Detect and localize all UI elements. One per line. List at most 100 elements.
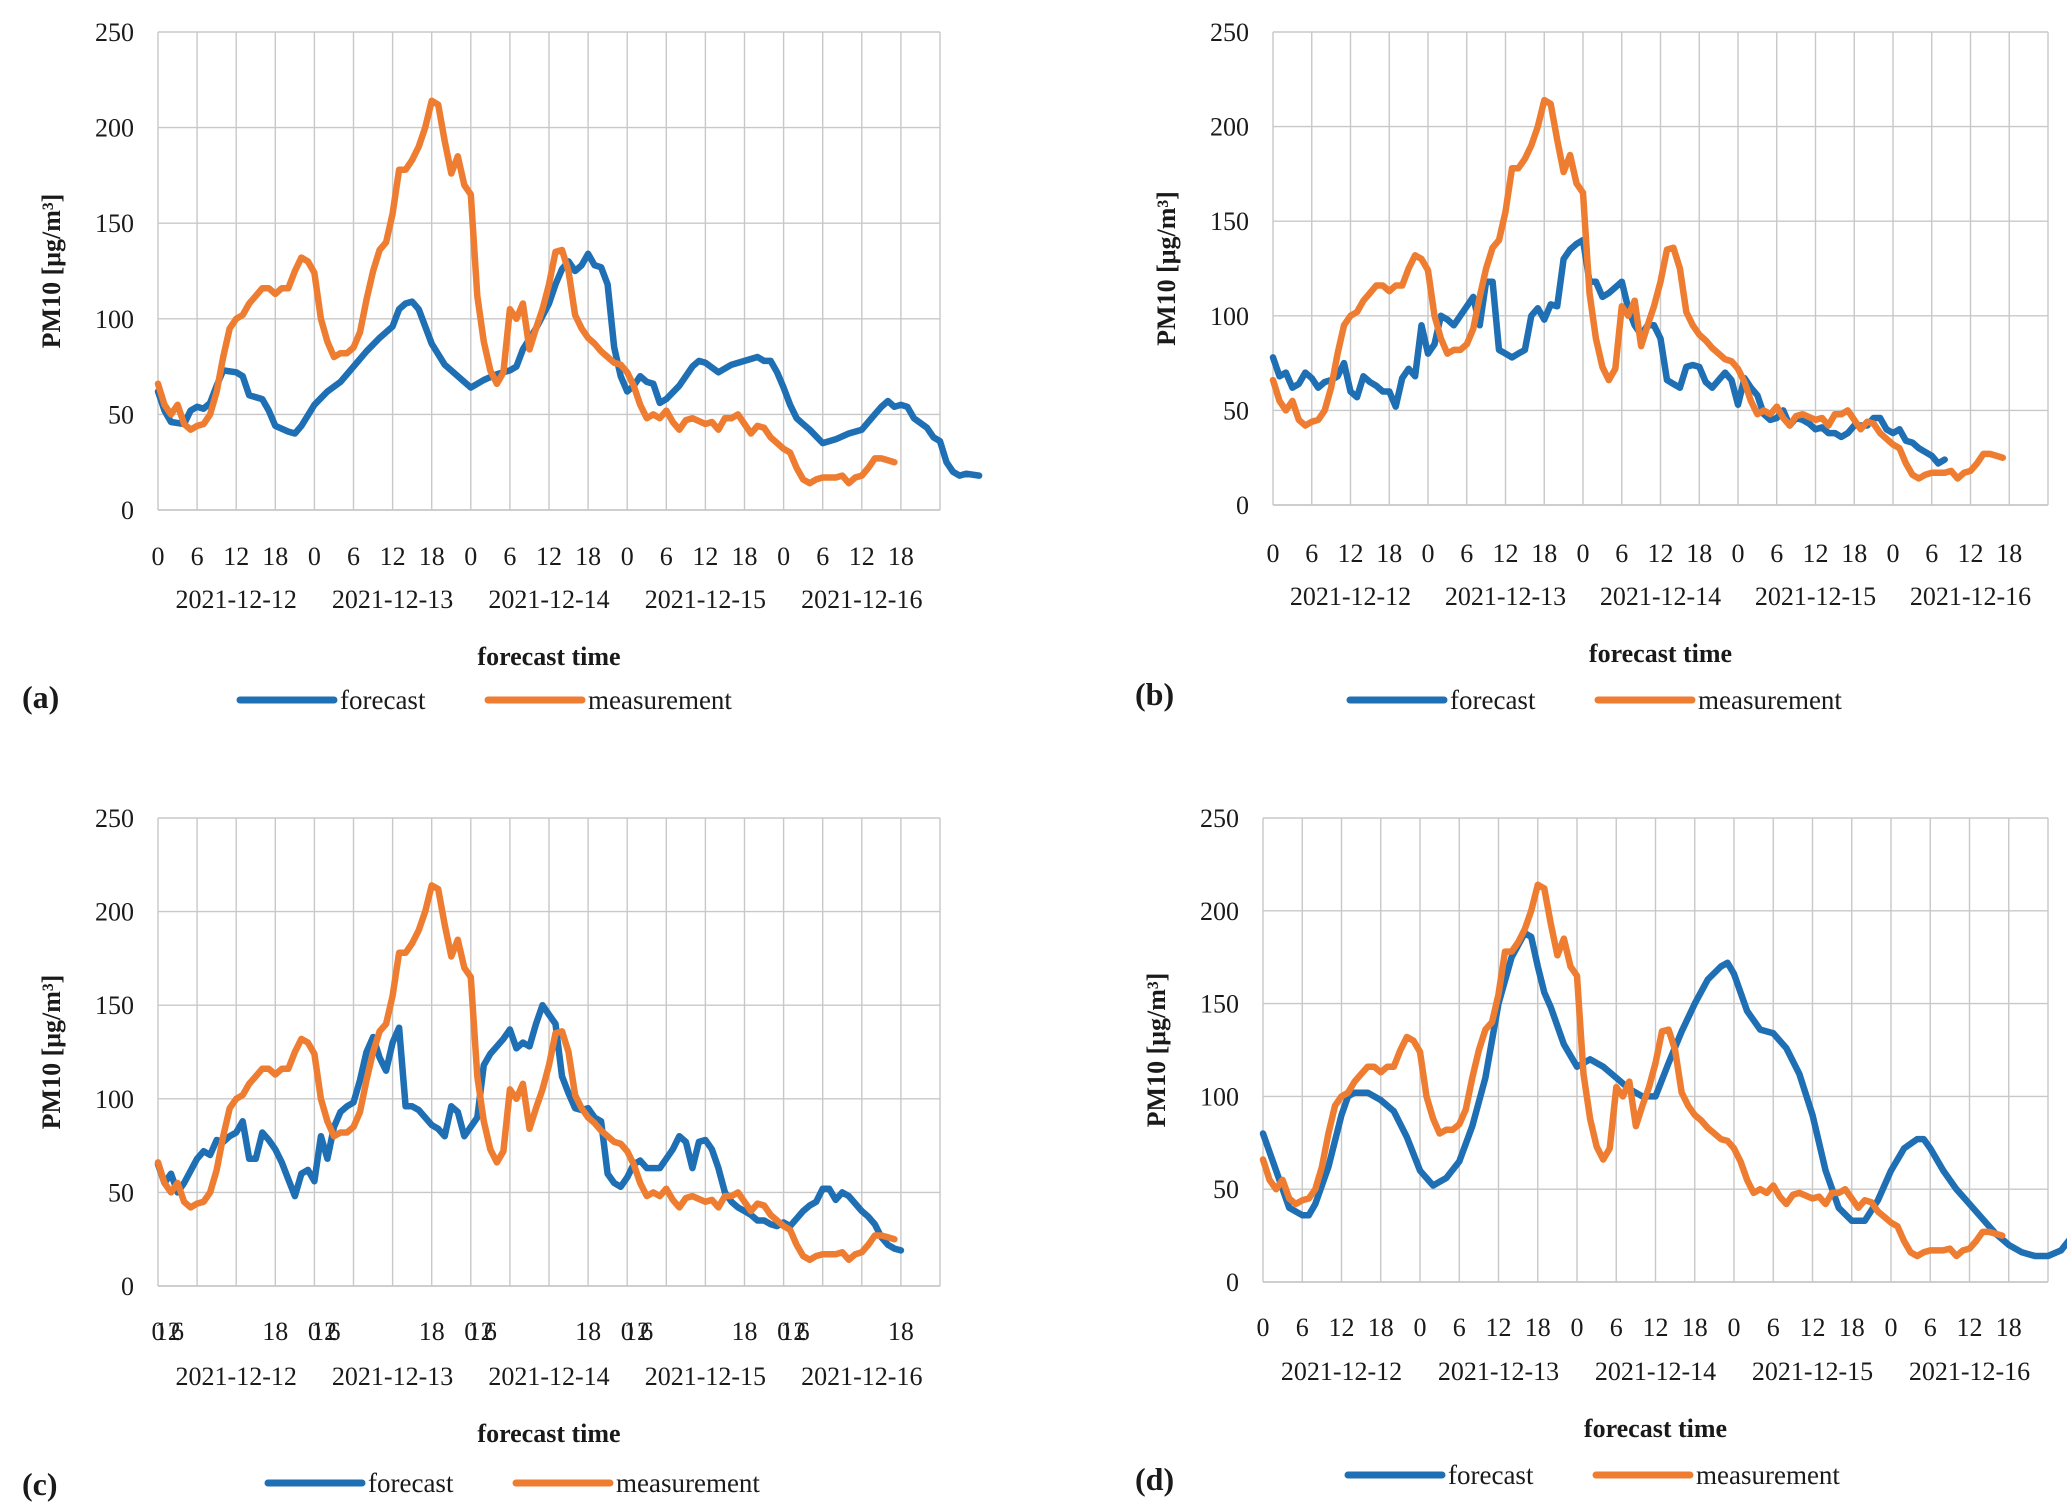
- panel-label: (a): [22, 679, 59, 715]
- y-axis-title: PM10 [μg/m³]: [37, 194, 66, 349]
- y-tick-label: 0: [121, 496, 134, 525]
- x-hour-tick-label: 18: [888, 542, 914, 571]
- series-line-forecast: [1259, 929, 2067, 1260]
- x-date-label: 2021-12-12: [1290, 582, 1411, 611]
- x-hour-tick-label: 0: [1257, 1313, 1270, 1342]
- x-axis-title: forecast time: [1584, 1414, 1727, 1443]
- y-tick-label: 50: [108, 400, 134, 429]
- x-hour-tick-label: 12: [1803, 539, 1829, 568]
- x-hour-tick-label: 0: [777, 542, 790, 571]
- y-tick-label: 150: [95, 991, 134, 1020]
- series-line-forecast: [154, 250, 983, 479]
- x-date-label: 2021-12-15: [1752, 1357, 1873, 1386]
- x-hour-tick-label: 0: [1732, 539, 1745, 568]
- x-hour-tick-label: 6: [191, 542, 204, 571]
- y-tick-label: 50: [1213, 1175, 1239, 1204]
- x-hour-tick-label: 6: [640, 1317, 653, 1346]
- x-date-label: 2021-12-13: [1445, 582, 1566, 611]
- x-hour-tick-label: 18: [732, 1317, 758, 1346]
- x-hour-tick-label: 6: [347, 542, 360, 571]
- x-hour-tick-label: 6: [1770, 539, 1783, 568]
- x-hour-tick-label: 6: [1305, 539, 1318, 568]
- x-hour-tick-label: 18: [1686, 539, 1712, 568]
- x-date-label: 2021-12-15: [645, 1362, 766, 1391]
- x-hour-tick-label: 0: [777, 1317, 790, 1346]
- x-hour-tick-label: 18: [419, 1317, 445, 1346]
- x-date-label: 2021-12-13: [332, 585, 453, 614]
- x-hour-tick-label: 0: [1887, 539, 1900, 568]
- y-axis-title: PM10 [μg/m³]: [37, 975, 66, 1130]
- x-hour-tick-label: 0: [464, 1317, 477, 1346]
- x-hour-tick-label: 6: [1767, 1313, 1780, 1342]
- y-tick-label: 150: [1210, 207, 1249, 236]
- legend-label-forecast: forecast: [368, 1468, 454, 1498]
- y-tick-label: 150: [95, 209, 134, 238]
- panel-label: (d): [1135, 1461, 1174, 1497]
- x-date-label: 2021-12-16: [1909, 1357, 2030, 1386]
- y-tick-label: 50: [1223, 396, 1249, 425]
- y-tick-label: 100: [1200, 1082, 1239, 1111]
- x-date-label: 2021-12-16: [801, 585, 922, 614]
- x-hour-tick-label: 12: [1957, 1313, 1983, 1342]
- x-axis-title: forecast time: [477, 1419, 620, 1448]
- x-hour-tick-label: 18: [732, 542, 758, 571]
- x-hour-tick-label: 6: [171, 1317, 184, 1346]
- x-hour-tick-label: 18: [1376, 539, 1402, 568]
- panel-label: (c): [22, 1466, 58, 1502]
- series-line-measurement: [1269, 96, 2007, 482]
- x-hour-tick-label: 18: [888, 1317, 914, 1346]
- x-hour-tick-label: 6: [660, 542, 673, 571]
- x-hour-tick-label: 0: [152, 542, 165, 571]
- y-tick-label: 100: [95, 305, 134, 334]
- x-axis-title: forecast time: [477, 642, 620, 671]
- x-hour-tick-label: 12: [380, 542, 406, 571]
- x-hour-tick-label: 12: [468, 1317, 494, 1346]
- x-hour-tick-label: 0: [1422, 539, 1435, 568]
- y-tick-label: 250: [95, 804, 134, 833]
- legend-label-measurement: measurement: [588, 685, 732, 715]
- x-hour-tick-label: 18: [1996, 1313, 2022, 1342]
- x-hour-tick-label: 18: [1841, 539, 1867, 568]
- legend-label-forecast: forecast: [340, 685, 426, 715]
- x-hour-tick-label: 6: [1460, 539, 1473, 568]
- legend: forecast measurement: [236, 685, 732, 715]
- x-hour-tick-label: 0: [152, 1317, 165, 1346]
- x-hour-tick-label: 0: [621, 1317, 634, 1346]
- legend-label-forecast: forecast: [1450, 685, 1536, 715]
- x-hour-tick-label: 18: [1525, 1313, 1551, 1342]
- y-tick-label: 100: [95, 1085, 134, 1114]
- x-hour-tick-label: 12: [223, 542, 249, 571]
- legend-label-measurement: measurement: [616, 1468, 760, 1498]
- x-hour-tick-label: 18: [419, 542, 445, 571]
- legend: forecast measurement: [1344, 1460, 1840, 1490]
- x-hour-tick-label: 6: [1296, 1313, 1309, 1342]
- x-hour-tick-label: 0: [308, 542, 321, 571]
- x-hour-tick-label: 12: [1958, 539, 1984, 568]
- x-hour-tick-label: 18: [575, 542, 601, 571]
- series-line-measurement: [154, 882, 898, 1264]
- x-hour-tick-label: 6: [1925, 539, 1938, 568]
- x-hour-tick-label: 12: [1648, 539, 1674, 568]
- x-date-label: 2021-12-12: [176, 1362, 297, 1391]
- x-hour-tick-label: 0: [308, 1317, 321, 1346]
- y-tick-label: 250: [1200, 804, 1239, 833]
- series-line-measurement: [154, 97, 898, 487]
- x-hour-tick-label: 0: [1414, 1313, 1427, 1342]
- y-tick-label: 200: [95, 114, 134, 143]
- x-hour-tick-label: 12: [155, 1317, 181, 1346]
- x-hour-tick-label: 6: [1453, 1313, 1466, 1342]
- series-line-forecast: [1269, 236, 1948, 467]
- x-date-label: 2021-12-14: [1600, 582, 1721, 611]
- panel-label: (b): [1135, 676, 1174, 712]
- x-date-label: 2021-12-12: [176, 585, 297, 614]
- x-hour-tick-label: 18: [1368, 1313, 1394, 1342]
- y-tick-label: 250: [95, 18, 134, 47]
- x-hour-tick-label: 12: [692, 542, 718, 571]
- x-date-label: 2021-12-14: [1595, 1357, 1716, 1386]
- x-hour-tick-label: 18: [1531, 539, 1557, 568]
- y-tick-label: 200: [1210, 113, 1249, 142]
